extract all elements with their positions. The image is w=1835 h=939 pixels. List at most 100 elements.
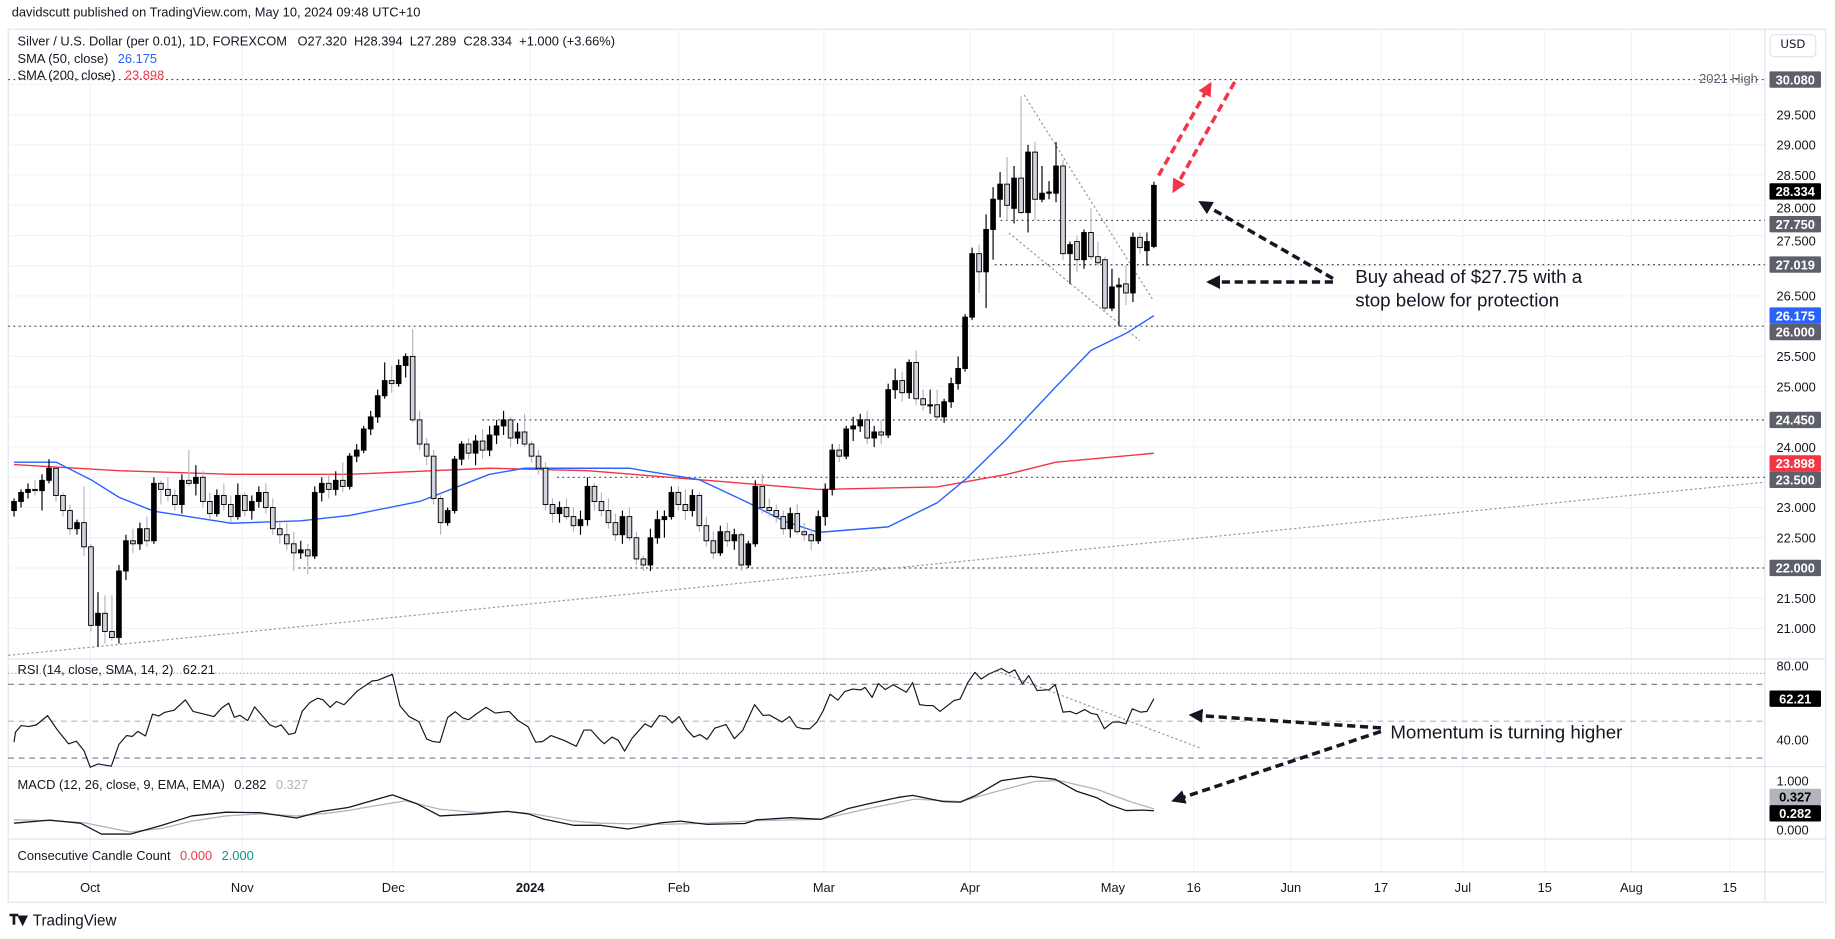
candle-count-green: 2.000 [222,848,254,863]
candle [661,510,668,538]
candle-body [172,494,178,505]
candle [1102,256,1108,312]
candle-body [640,558,647,566]
price-tick-label: 23.000 [1777,500,1816,515]
candle [570,507,577,532]
candle [465,438,472,460]
candle-body [325,482,332,490]
candle-body [151,482,157,542]
candle-body [304,549,311,557]
candle [773,504,780,523]
candle [1060,159,1066,260]
candle-body [780,516,787,530]
candle-body [507,419,514,439]
rising-trendline[interactable] [8,481,1765,656]
sma200-line [14,452,1154,491]
candle-body [577,519,584,527]
candle-body [144,528,150,542]
candle [381,362,388,399]
tradingview-logo[interactable]: 𝐓▼ TradingView [9,912,116,930]
candle [521,413,528,448]
price-label-level-text: 27.750 [1776,217,1815,232]
candle-body [752,485,759,545]
price-label-level: 24.450 [1769,411,1821,429]
sma50-value: 26.175 [118,51,157,66]
candle-body [1137,236,1143,249]
chart-frame [7,28,1827,903]
price-label-level-bg [1769,471,1821,489]
candle-body [1095,256,1101,264]
candle-body [808,534,815,542]
price-tick-label: 25.500 [1777,349,1816,364]
candle-body [857,419,864,427]
candle [158,480,164,505]
candle-body [1053,165,1059,194]
macd-signal-label-bg [1769,788,1821,806]
rsi-legend[interactable]: RSI (14, close, SMA, 14, 2) 62.21 [18,662,215,677]
candle-body [836,449,843,457]
legend-sma200[interactable]: SMA (200, close) 23.898 [18,68,165,83]
candle-body [1102,259,1108,309]
price-tick-label: 29.000 [1777,138,1816,153]
rsi-trendline[interactable] [995,670,1200,749]
candle [1123,265,1129,306]
candle [297,540,304,559]
candle [969,247,975,321]
rsi-line [13,667,1155,768]
red-up-arrow-1[interactable] [1157,81,1212,177]
candle-body [899,380,905,394]
candle-body [416,419,423,445]
candle [409,329,416,423]
buy-annotation-line1: Buy ahead of $27.75 with a [1355,267,1583,288]
candle [885,383,891,439]
candle-body [598,501,605,512]
candle [472,435,479,466]
candle-body [402,355,409,366]
candle [528,441,535,463]
macd-tick-label: 0.000 [1777,822,1809,837]
candle [186,450,192,487]
candle [67,504,73,535]
candle [242,492,248,517]
candle-body [123,540,129,572]
red-arrow-2[interactable] [1172,81,1237,194]
black-arrow-to-rsi[interactable] [1188,708,1382,730]
candle [752,480,759,547]
wedge-lower-trendline[interactable] [1008,232,1141,342]
candle [1004,156,1010,221]
candle-body [158,482,164,490]
candle-body [200,476,206,502]
candle-body [549,504,556,515]
candle-body [493,425,500,436]
candle-body [801,531,808,536]
candle [283,522,290,550]
candle [647,528,654,572]
time-axis-label: 17 [1374,880,1388,895]
macd-legend[interactable]: MACD (12, 26, close, 9, EMA, EMA) 0.282 … [18,777,308,792]
candle-body [1060,165,1066,255]
legend-sma50[interactable]: SMA (50, close) 26.175 [18,51,158,66]
candle [780,510,787,535]
candle-body [717,531,724,554]
candle-body [927,404,933,407]
candle-body [1144,241,1150,252]
publisher-line: davidscutt published on TradingView.com,… [11,5,421,20]
candle [32,480,38,496]
candle-count-legend[interactable]: Consecutive Candle Count 0.000 2.000 [18,848,254,863]
candle [1088,208,1094,260]
candle [53,465,59,502]
candle [696,492,703,532]
candle [1039,166,1045,203]
candle [46,459,52,484]
candle-body [18,491,24,502]
black-arrow-to-macd[interactable] [1171,729,1382,804]
candle-body [1116,284,1122,288]
candle [990,187,996,260]
candle-body [11,501,17,512]
candle [801,522,808,541]
candle-body [193,476,199,484]
currency-button[interactable]: USD [1769,33,1817,58]
legend-ohlc: O27.320 H28.394 L27.289 C28.334 +1.000 (… [298,34,615,49]
candle [88,543,94,632]
